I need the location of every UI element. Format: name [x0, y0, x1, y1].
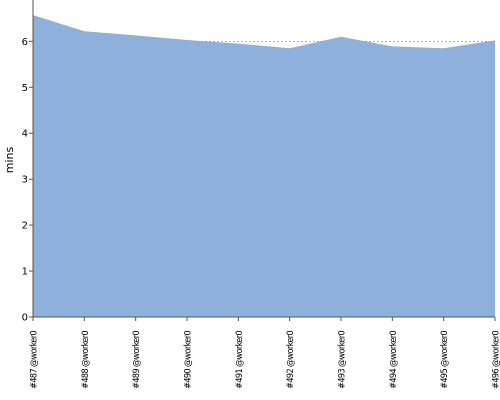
- x-tick-label: #496 @worker0: [492, 331, 500, 389]
- x-tick-label: #489 @worker0: [132, 331, 142, 389]
- y-tick-label: 3: [22, 175, 28, 186]
- x-tick-label: #494 @worker0: [389, 331, 399, 389]
- x-tick-labels: #487 @worker0 #488 @worker0 #489 @worker0 #…: [30, 331, 500, 389]
- x-tick-label: #495 @worker0: [440, 331, 450, 389]
- y-tick-label: 6: [22, 37, 28, 48]
- x-tick-label: #487 @worker0: [30, 331, 40, 389]
- y-tick-label: 1: [22, 267, 28, 278]
- y-axis-title: mins: [3, 146, 16, 173]
- x-tick-label: #488 @worker0: [81, 331, 91, 389]
- y-tick-label: 4: [22, 129, 28, 140]
- y-tick-label: 2: [22, 221, 28, 232]
- plot-area: [33, 15, 495, 317]
- y-tick-label: 0: [22, 313, 28, 324]
- area-series: [33, 15, 495, 317]
- axes: [29, 0, 496, 321]
- x-tick-label: #493 @worker0: [338, 331, 348, 389]
- y-tick-labels: 0 1 2 3 4 5 6: [22, 37, 28, 324]
- x-tick-label: #490 @worker0: [184, 331, 194, 389]
- y-tick-label: 5: [22, 83, 28, 94]
- x-tick-label: #491 @worker0: [235, 331, 245, 389]
- x-tick-label: #492 @worker0: [286, 331, 296, 389]
